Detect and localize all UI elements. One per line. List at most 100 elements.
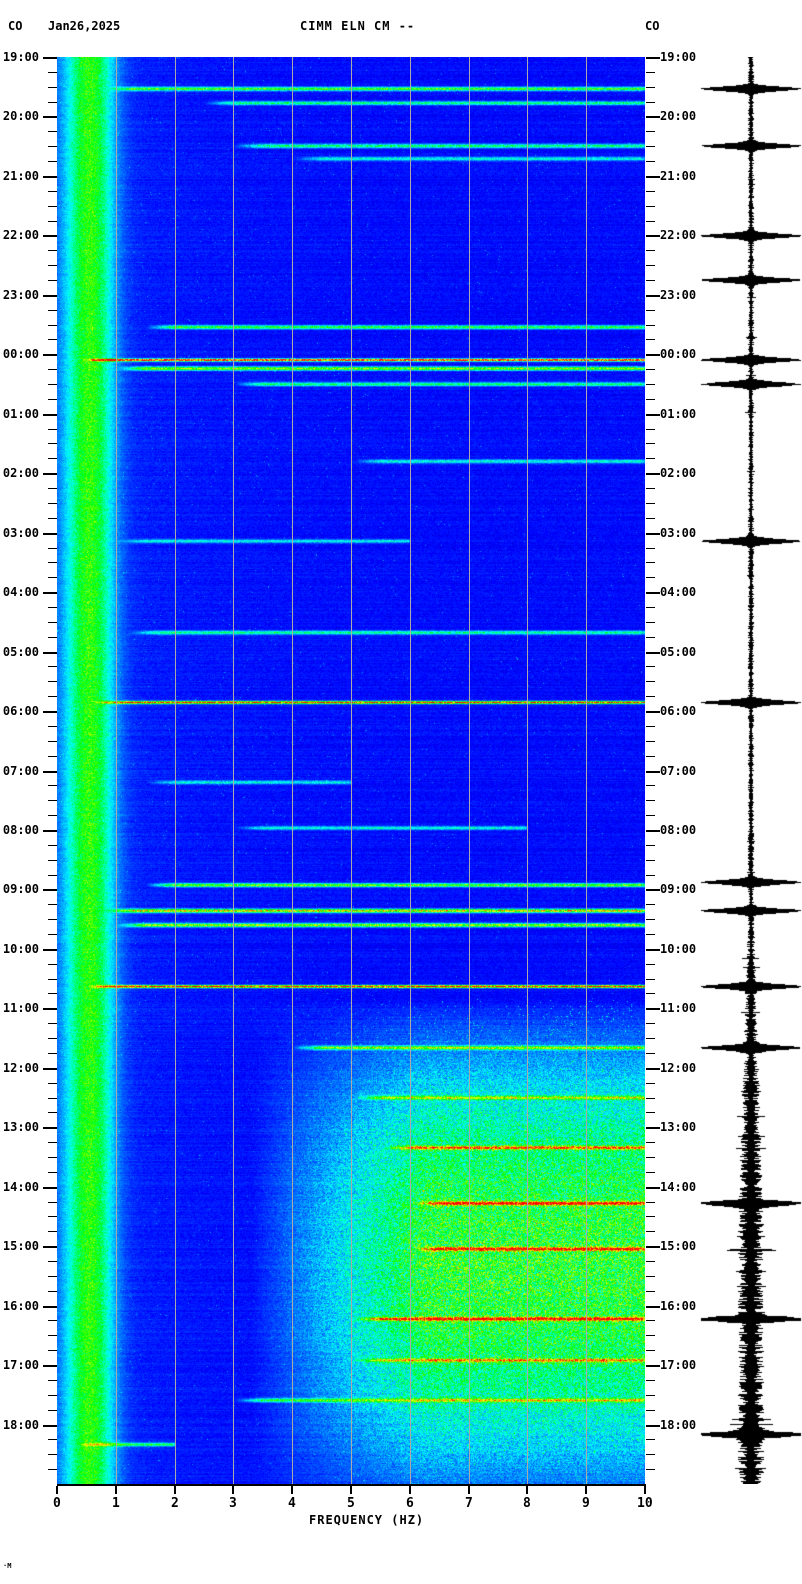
frequency-label-6: 6 [406,1496,414,1511]
time-label-right: 17:00 [660,1358,697,1372]
time-tick-minor [646,1172,655,1173]
time-tick-minor [48,1112,57,1113]
time-tick-minor [48,964,57,965]
time-tick-minor [646,993,655,994]
time-tick-major [646,1008,660,1010]
frequency-tick-10 [644,1486,646,1494]
time-tick-major [43,771,57,773]
frequency-label-10: 10 [637,1496,653,1511]
time-tick-major [43,473,57,475]
time-tick-minor [646,666,655,667]
time-tick-minor [48,339,57,340]
time-tick-major [646,711,660,713]
time-tick-minor [646,741,655,742]
time-label-right: 07:00 [660,764,697,778]
time-tick-major [646,414,660,416]
time-label-right: 01:00 [660,407,697,421]
time-tick-minor [646,443,655,444]
time-label-left: 09:00 [2,882,39,896]
time-tick-minor [646,785,655,786]
frequency-tick-8 [526,1486,528,1494]
time-tick-minor [646,1053,655,1054]
time-label-left: 13:00 [2,1120,39,1134]
spectrogram-plot[interactable] [57,57,645,1484]
time-tick-major [43,1187,57,1189]
time-tick-minor [646,488,655,489]
time-tick-minor [646,860,655,861]
time-tick-major [646,1425,660,1427]
time-tick-minor [48,87,57,88]
time-tick-minor [48,548,57,549]
time-tick-minor [646,1202,655,1203]
time-tick-minor [48,934,57,935]
time-tick-minor [646,1291,655,1292]
time-tick-major [646,592,660,594]
time-tick-minor [48,384,57,385]
time-tick-major [646,1306,660,1308]
time-tick-minor [48,1261,57,1262]
time-tick-minor [646,875,655,876]
time-tick-minor [48,72,57,73]
time-tick-minor [646,562,655,563]
time-tick-major [646,830,660,832]
time-label-right: 20:00 [660,109,697,123]
time-label-left: 05:00 [2,645,39,659]
time-tick-minor [48,860,57,861]
time-tick-minor [646,904,655,905]
time-tick-minor [646,919,655,920]
time-label-left: 07:00 [2,764,39,778]
time-tick-minor [48,310,57,311]
time-tick-major [646,473,660,475]
time-label-left: 22:00 [2,228,39,242]
frequency-label-2: 2 [171,1496,179,1511]
time-tick-major [43,354,57,356]
time-tick-minor [646,1231,655,1232]
time-label-left: 19:00 [2,50,39,64]
time-label-left: 20:00 [2,109,39,123]
time-tick-minor [646,325,655,326]
time-tick-minor [646,1439,655,1440]
time-tick-minor [48,518,57,519]
frequency-label-4: 4 [288,1496,296,1511]
time-label-left: 03:00 [2,526,39,540]
frequency-tick-7 [468,1486,470,1494]
time-tick-minor [646,815,655,816]
time-tick-major [43,116,57,118]
time-tick-minor [48,800,57,801]
time-label-left: 15:00 [2,1239,39,1253]
time-tick-minor [48,979,57,980]
time-tick-major [43,57,57,59]
time-tick-minor [48,1098,57,1099]
time-tick-minor [48,146,57,147]
time-tick-minor [646,1350,655,1351]
frequency-tick-9 [585,1486,587,1494]
frequency-tick-1 [115,1486,117,1494]
time-tick-minor [48,919,57,920]
time-tick-major [646,354,660,356]
time-label-right: 09:00 [660,882,697,896]
time-tick-minor [646,1395,655,1396]
time-tick-major [646,57,660,59]
time-tick-minor [48,503,57,504]
time-tick-minor [646,191,655,192]
time-tick-minor [646,146,655,147]
time-label-right: 11:00 [660,1001,697,1015]
time-tick-minor [48,399,57,400]
time-label-left: 18:00 [2,1418,39,1432]
time-tick-minor [646,756,655,757]
frequency-label-3: 3 [229,1496,237,1511]
time-label-left: 12:00 [2,1061,39,1075]
time-tick-major [43,176,57,178]
time-tick-minor [646,221,655,222]
time-label-left: 02:00 [2,466,39,480]
time-tick-major [646,652,660,654]
time-tick-minor [646,1320,655,1321]
time-label-left: 08:00 [2,823,39,837]
time-tick-minor [646,429,655,430]
time-label-right: 23:00 [660,288,697,302]
gridline-9hz [586,57,587,1484]
time-tick-major [646,176,660,178]
header-network-left: CO [8,19,23,33]
gridline-8hz [527,57,528,1484]
gridline-2hz [175,57,176,1484]
